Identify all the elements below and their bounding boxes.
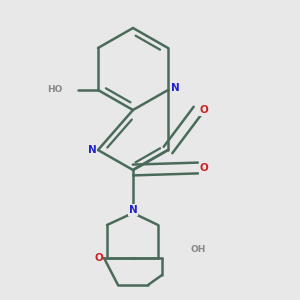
Text: HO: HO [47,85,63,94]
Text: N: N [129,205,137,215]
Text: OH: OH [190,245,206,254]
Text: O: O [199,105,208,115]
Text: O: O [199,163,208,173]
Text: N: N [171,82,180,93]
Text: N: N [88,145,96,155]
Text: O: O [94,253,103,263]
